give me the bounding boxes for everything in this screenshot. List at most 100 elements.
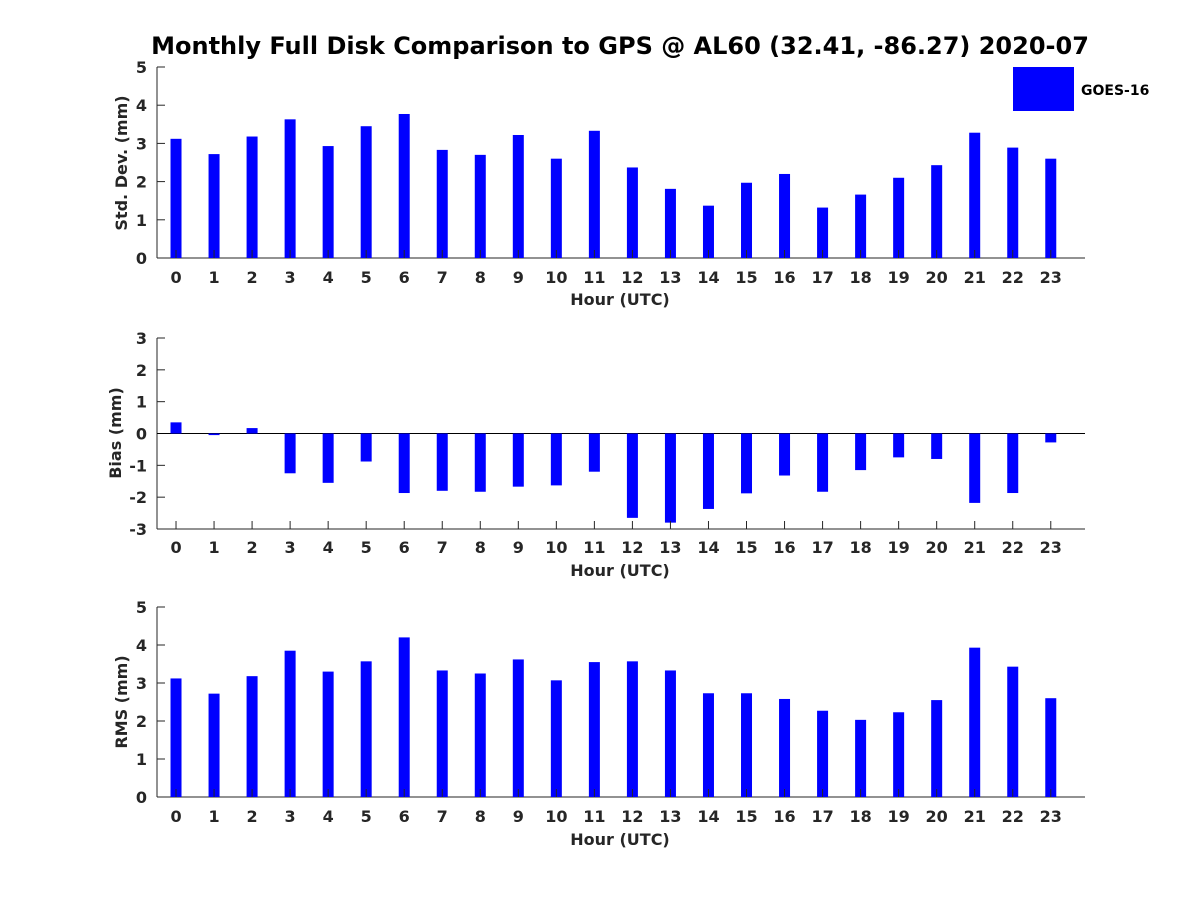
bias-bar (208, 433, 220, 436)
rms-bar (170, 678, 182, 797)
std-dev-bar (626, 167, 638, 258)
std-dev-bar (588, 130, 600, 258)
rms-bar (626, 661, 638, 797)
rms-bar (1007, 666, 1019, 797)
bias-xtick-label: 7 (437, 538, 448, 557)
rms-bar (702, 693, 714, 797)
bias-bar (1045, 433, 1057, 443)
bias-ytick-label: 1 (136, 393, 147, 412)
rms-bar (817, 710, 829, 797)
legend-swatch (1013, 67, 1074, 111)
bias-xtick-label: 17 (811, 538, 833, 557)
rms-xtick-label: 12 (621, 807, 643, 826)
bias-xtick-label: 6 (399, 538, 410, 557)
rms-bar (741, 693, 753, 797)
std-dev-xtick-label: 23 (1040, 268, 1062, 287)
bias-xtick-label: 10 (545, 538, 567, 557)
rms-xtick-label: 10 (545, 807, 567, 826)
bias-xlabel: Hour (UTC) (570, 561, 670, 580)
bias-xtick-label: 20 (926, 538, 948, 557)
bias-bar (626, 433, 638, 518)
rms-xtick-label: 19 (888, 807, 910, 826)
bias-xtick-label: 21 (964, 538, 986, 557)
std-dev-xtick-label: 21 (964, 268, 986, 287)
std-dev-ylabel: Std. Dev. (mm) (112, 95, 131, 230)
bias-ytick-label: 3 (136, 329, 147, 348)
std-dev-ytick-label: 2 (136, 173, 147, 192)
rms-bar (398, 637, 410, 797)
std-dev-bar (170, 138, 182, 258)
std-dev-ytick-label: 3 (136, 134, 147, 153)
std-dev-bar (436, 149, 448, 258)
std-dev-xtick-label: 4 (323, 268, 334, 287)
bias-bar (246, 428, 258, 434)
rms-xtick-label: 22 (1002, 807, 1024, 826)
rms-xtick-label: 7 (437, 807, 448, 826)
bias-bar (779, 433, 791, 476)
std-dev-xtick-label: 3 (285, 268, 296, 287)
std-dev-bar (208, 154, 220, 258)
std-dev-xtick-label: 9 (513, 268, 524, 287)
bias-bar (702, 433, 714, 509)
bias-ytick-label: -3 (129, 520, 147, 539)
bias-xtick-label: 8 (475, 538, 486, 557)
std-dev-xtick-label: 2 (247, 268, 258, 287)
rms-ylabel: RMS (mm) (112, 655, 131, 748)
rms-xtick-label: 14 (697, 807, 719, 826)
std-dev-bar (969, 132, 981, 258)
rms-xtick-label: 15 (735, 807, 757, 826)
bias-xtick-label: 19 (888, 538, 910, 557)
bias-ytick-label: -2 (129, 488, 147, 507)
rms-xtick-label: 20 (926, 807, 948, 826)
bias-xtick-label: 22 (1002, 538, 1024, 557)
std-dev-xtick-label: 5 (361, 268, 372, 287)
std-dev-xlabel: Hour (UTC) (570, 290, 670, 309)
std-dev-xtick-label: 18 (849, 268, 871, 287)
rms-xtick-label: 17 (811, 807, 833, 826)
std-dev-xtick-label: 15 (735, 268, 757, 287)
std-dev-xtick-label: 16 (773, 268, 795, 287)
bias-bar (512, 433, 524, 487)
std-dev-bar (512, 134, 524, 258)
rms-ytick-label: 4 (136, 636, 147, 655)
bias-bar (588, 433, 600, 472)
std-dev-xtick-label: 1 (208, 268, 219, 287)
rms-bar (284, 650, 296, 797)
bias-xtick-label: 9 (513, 538, 524, 557)
std-dev-xtick-label: 13 (659, 268, 681, 287)
bias-xtick-label: 5 (361, 538, 372, 557)
legend-label: GOES-16 (1081, 83, 1149, 99)
rms-xtick-label: 11 (583, 807, 605, 826)
bias-ytick-label: -1 (129, 456, 147, 475)
std-dev-xtick-label: 10 (545, 268, 567, 287)
std-dev-xtick-label: 11 (583, 268, 605, 287)
legend: GOES-16 (1013, 67, 1149, 111)
rms-xtick-label: 3 (285, 807, 296, 826)
bias-bar (931, 433, 943, 459)
bias-bar (170, 422, 182, 434)
std-dev-ytick-label: 5 (136, 58, 147, 77)
std-dev-ytick-label: 1 (136, 211, 147, 230)
bias-xtick-label: 12 (621, 538, 643, 557)
std-dev-bar (474, 154, 486, 258)
rms-bar (969, 647, 981, 797)
rms-xtick-label: 9 (513, 807, 524, 826)
std-dev-bar (284, 119, 296, 258)
bias-bar (741, 433, 753, 494)
rms-bar (1045, 698, 1057, 797)
rms-bar (208, 693, 220, 797)
bias-bar (817, 433, 829, 492)
rms-bar (322, 671, 334, 797)
bias-xtick-label: 16 (773, 538, 795, 557)
rms-bar (893, 712, 905, 797)
std-dev-xtick-label: 17 (811, 268, 833, 287)
std-dev-bar (322, 146, 334, 258)
rms-xtick-label: 21 (964, 807, 986, 826)
std-dev-bar (398, 113, 410, 259)
std-dev-xtick-label: 0 (170, 268, 181, 287)
rms-xtick-label: 13 (659, 807, 681, 826)
rms-xtick-label: 2 (247, 807, 258, 826)
bias-bar (1007, 433, 1019, 494)
